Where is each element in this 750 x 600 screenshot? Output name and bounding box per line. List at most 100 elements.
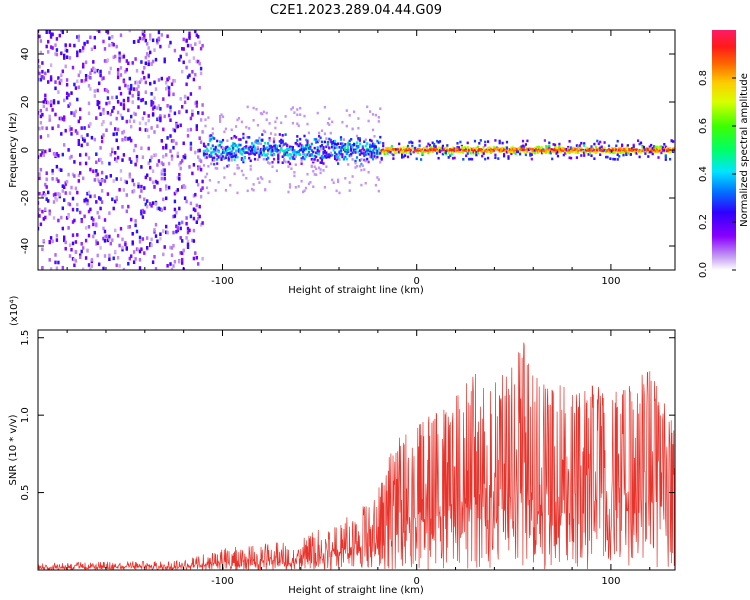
heatmap-cell [639, 150, 643, 154]
heatmap-cell [192, 207, 196, 212]
heatmap-cell [124, 83, 127, 88]
heatmap-cell [538, 145, 541, 149]
heatmap-cell [124, 242, 127, 247]
heatmap-cell [60, 116, 63, 120]
heatmap-cell [189, 127, 193, 132]
heatmap-cell [38, 111, 40, 115]
heatmap-x-ticks: -100 0 100 [66, 30, 651, 287]
heatmap-cell [309, 154, 312, 157]
heatmap-cell [188, 73, 191, 78]
heatmap-cell [44, 193, 47, 197]
heatmap-cell [389, 146, 392, 150]
heatmap-cell [99, 182, 102, 186]
heatmap-cell [163, 172, 166, 176]
heatmap-cell [159, 114, 162, 118]
heatmap-cell [57, 179, 60, 183]
heatmap-cell [326, 145, 329, 148]
heatmap-cell [86, 191, 89, 196]
heatmap-cell [507, 157, 510, 160]
heatmap-cell [484, 144, 487, 147]
heatmap-cell [77, 34, 80, 39]
heatmap-cell [58, 116, 61, 121]
heatmap-cell [151, 113, 155, 117]
heatmap-cell [100, 77, 104, 81]
heatmap-cell [38, 226, 40, 231]
heatmap-cell [186, 75, 190, 79]
heatmap-cell [323, 140, 326, 144]
heatmap-cell [353, 142, 356, 146]
heatmap-cell [366, 142, 369, 145]
heatmap-cell [163, 57, 166, 62]
heatmap-cell [172, 230, 175, 235]
heatmap-cell [489, 149, 493, 153]
heatmap-cell [443, 148, 446, 151]
heatmap-cell [555, 152, 558, 155]
heatmap-cell [648, 147, 651, 150]
heatmap-cell [116, 256, 120, 260]
heatmap-cell [108, 211, 111, 215]
heatmap-cell [204, 156, 207, 160]
heatmap-cell [147, 118, 150, 123]
heatmap-cell [277, 154, 280, 158]
heatmap-cell [280, 147, 283, 150]
heatmap-cell [510, 150, 513, 153]
heatmap-cell [63, 143, 66, 147]
heatmap-cell [127, 137, 130, 141]
heatmap-cell [106, 96, 110, 100]
heatmap-cell [519, 150, 522, 154]
heatmap-cell [651, 152, 654, 156]
heatmap-cell [278, 133, 281, 136]
heatmap-cell [323, 105, 326, 109]
heatmap-cell [473, 139, 477, 143]
heatmap-cell [414, 146, 417, 150]
heatmap-cell [67, 148, 70, 152]
heatmap-cell [195, 104, 198, 108]
heatmap-cell [128, 119, 131, 123]
heatmap-cell [661, 146, 664, 149]
heatmap-cell [170, 139, 174, 143]
heatmap-cell [100, 135, 104, 139]
heatmap-cell [588, 148, 592, 152]
heatmap-cell [376, 176, 379, 179]
heatmap-cell [55, 177, 59, 181]
heatmap-cell [377, 141, 380, 145]
heatmap-cell [504, 146, 507, 149]
heatmap-cell [76, 79, 79, 84]
heatmap-cell [102, 39, 105, 44]
heatmap-cell [291, 106, 294, 109]
heatmap-cell [623, 147, 627, 151]
heatmap-cell [387, 147, 391, 150]
heatmap-cell [609, 151, 612, 154]
heatmap-cell [256, 142, 259, 145]
heatmap-cell [131, 232, 134, 236]
heatmap-cell [370, 139, 373, 143]
heatmap-cell [593, 142, 596, 146]
heatmap-cell [575, 156, 578, 159]
heatmap-cell [70, 185, 73, 190]
heatmap-cell [342, 148, 345, 152]
heatmap-cell [404, 154, 407, 157]
heatmap-cell [141, 32, 145, 36]
heatmap-cell [87, 156, 91, 160]
heatmap-cell [645, 149, 648, 153]
heatmap-cell [460, 150, 463, 153]
heatmap-cell [146, 204, 149, 209]
heatmap-cell [99, 206, 102, 211]
heatmap-cell [170, 253, 174, 257]
heatmap-cell [131, 93, 134, 98]
heatmap-cell [277, 156, 280, 160]
heatmap-cell [242, 147, 245, 150]
heatmap-cell [150, 126, 153, 130]
heatmap-cell [436, 152, 439, 155]
heatmap-cell [188, 228, 191, 233]
heatmap-cell [41, 61, 44, 65]
heatmap-cell [492, 146, 495, 149]
heatmap-cell [286, 144, 289, 147]
heatmap-cell [406, 147, 410, 150]
heatmap-cell [288, 186, 292, 189]
heatmap-cell [341, 143, 344, 147]
heatmap-cell [293, 174, 296, 178]
heatmap-cell [304, 144, 308, 147]
heatmap-cell [274, 144, 277, 148]
heatmap-cell [227, 147, 230, 151]
